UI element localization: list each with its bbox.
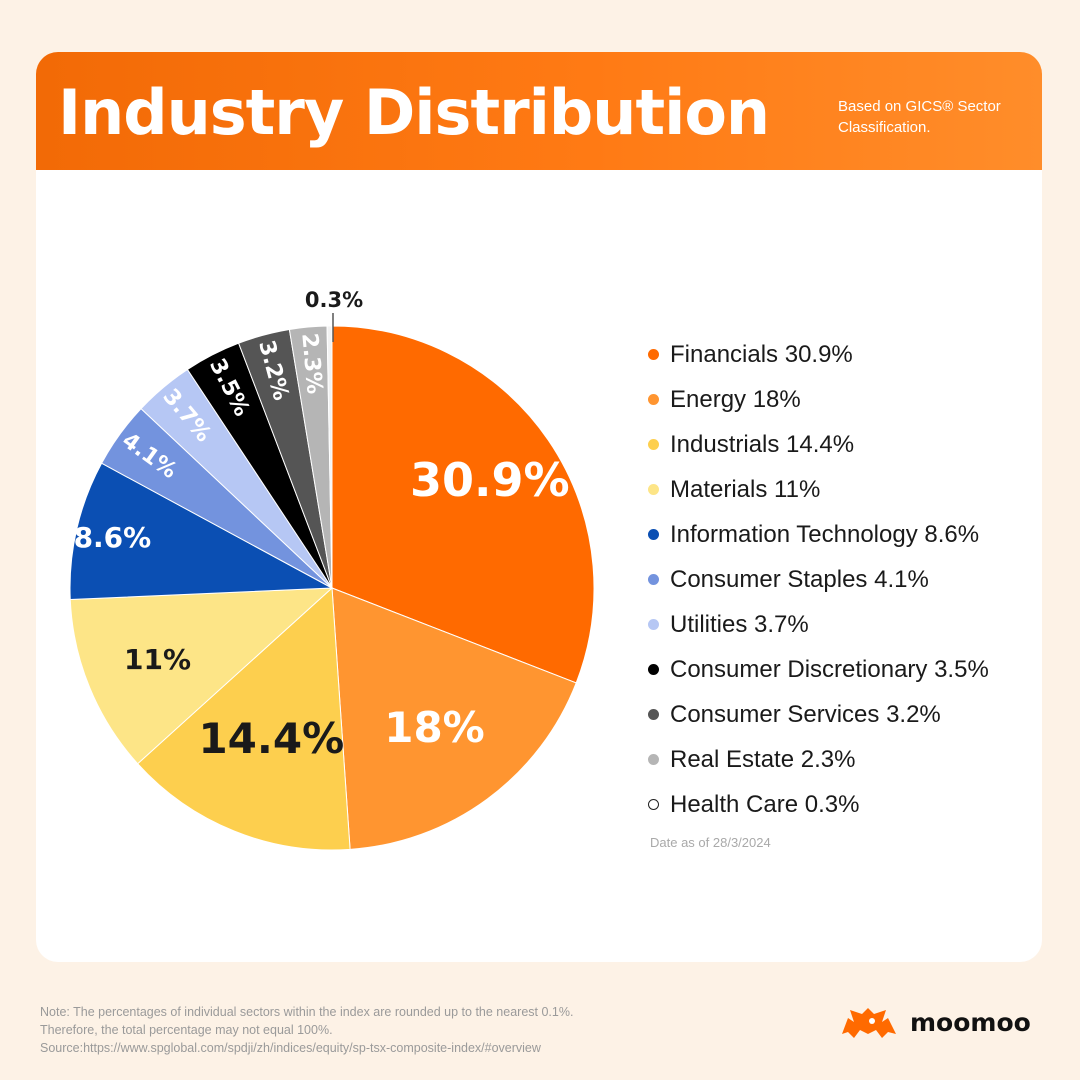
pie-slice-energy <box>331 587 577 850</box>
legend-swatch <box>648 709 659 720</box>
legend-swatch <box>648 394 659 405</box>
legend-label: Energy 18% <box>670 385 801 413</box>
legend-label: Financials 30.9% <box>670 340 853 368</box>
header-subtitle: Based on GICS® Sector Classification. <box>838 96 1028 138</box>
legend-label: Industrials 14.4% <box>670 430 855 458</box>
slice-label-health-care: 0.3% <box>305 288 363 312</box>
legend-label: Real Estate 2.3% <box>670 745 856 773</box>
legend-swatch <box>648 484 659 495</box>
legend-item: Energy 18% <box>648 377 989 422</box>
pie-slice-financials <box>331 325 595 684</box>
legend-item: Consumer Discretionary 3.5% <box>648 647 989 692</box>
legend-swatch <box>648 529 659 540</box>
slice-label-information-technology: 8.6% <box>74 521 152 554</box>
date-note: Date as of 28/3/2024 <box>650 835 771 850</box>
legend-item: Health Care 0.3% <box>648 782 989 827</box>
footer-note-line-1: Note: The percentages of individual sect… <box>40 1005 574 1019</box>
legend-swatch <box>648 439 659 450</box>
chart-legend: Financials 30.9% Energy 18% Industrials 14… <box>648 332 989 827</box>
legend-label: Consumer Staples 4.1% <box>670 565 929 593</box>
legend-label: Information Technology 8.6% <box>670 520 980 548</box>
legend-swatch <box>648 349 659 360</box>
slice-label-financials: 30.9% <box>410 453 570 507</box>
legend-item: Industrials 14.4% <box>648 422 989 467</box>
pie-slice-industrials <box>136 586 351 851</box>
pie-slice-health-care <box>326 325 333 589</box>
slice-label-real-estate: 2.3% <box>296 332 326 395</box>
bull-logo-icon <box>842 1008 896 1038</box>
legend-label: Materials 11% <box>670 475 821 503</box>
legend-label: Health Care 0.3% <box>670 790 860 818</box>
legend-swatch <box>648 619 659 630</box>
legend-item: Real Estate 2.3% <box>648 737 989 782</box>
slice-label-energy: 18% <box>384 703 485 752</box>
legend-item: Consumer Services 3.2% <box>648 692 989 737</box>
footer-note-line-2: Therefore, the total percentage may not … <box>40 1023 333 1037</box>
legend-swatch <box>648 574 659 585</box>
pie-slice-information-technology <box>69 462 334 601</box>
footer-source: Source:https://www.spglobal.com/spdji/zh… <box>40 1041 541 1055</box>
legend-swatch <box>648 754 659 765</box>
subtitle-line-1: Based on GICS® Sector <box>838 98 1001 115</box>
legend-swatch <box>648 664 659 675</box>
pie-slice-materials <box>69 587 334 765</box>
brand-name: moomoo <box>910 1007 1031 1037</box>
legend-item: Materials 11% <box>648 467 989 512</box>
header-banner <box>36 52 1042 170</box>
slice-label-industrials: 14.4% <box>198 714 344 763</box>
legend-item: Utilities 3.7% <box>648 602 989 647</box>
legend-item: Consumer Staples 4.1% <box>648 557 989 602</box>
legend-item: Financials 30.9% <box>648 332 989 377</box>
brand-logo: moomoo <box>838 1004 1031 1040</box>
footer-notes: Note: The percentages of individual sect… <box>40 1003 573 1057</box>
legend-label: Consumer Services 3.2% <box>670 700 941 728</box>
legend-item: Information Technology 8.6% <box>648 512 989 557</box>
slice-label-materials: 11% <box>124 643 191 676</box>
subtitle-line-2: Classification. <box>838 119 931 136</box>
legend-label: Utilities 3.7% <box>670 610 809 638</box>
legend-swatch <box>648 799 659 810</box>
legend-label: Consumer Discretionary 3.5% <box>670 655 989 683</box>
page-title: Industry Distribution <box>58 76 770 149</box>
